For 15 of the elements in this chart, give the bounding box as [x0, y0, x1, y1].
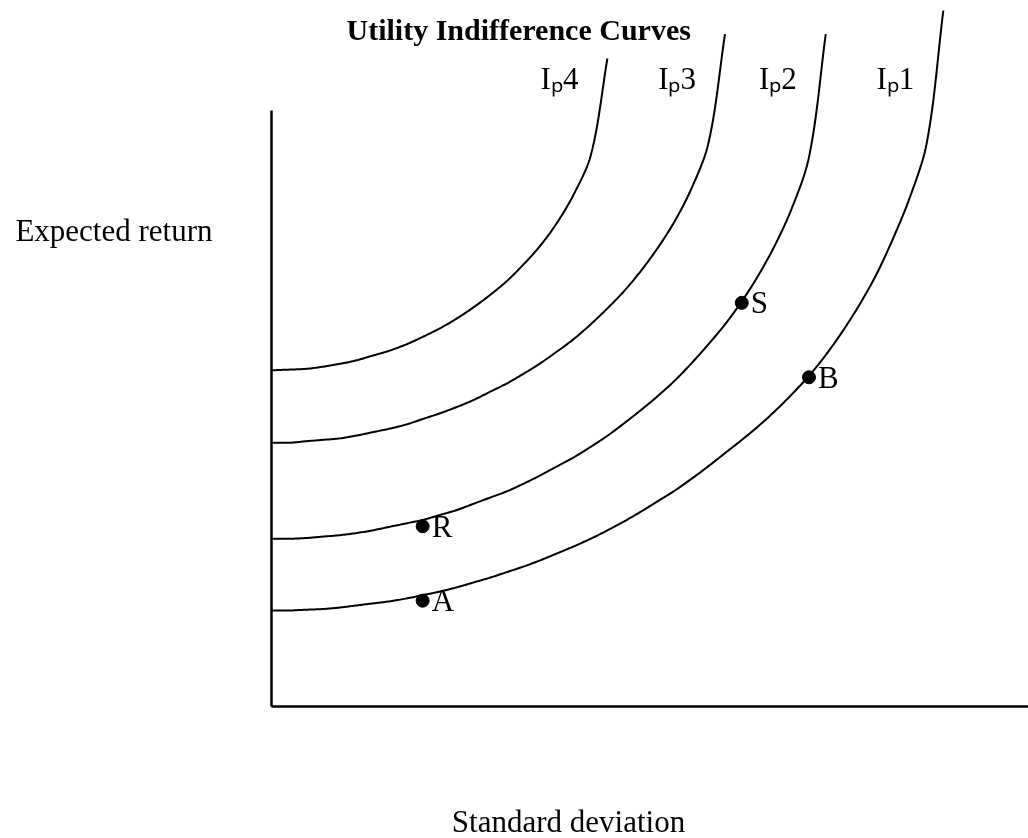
series-label: B — [817, 359, 839, 395]
series-label: S — [750, 285, 769, 321]
y-axis-title: Expected return — [15, 213, 213, 248]
series-label: Iₚ1 — [876, 61, 915, 98]
point — [801, 370, 816, 385]
x-axis-title: Standard deviation — [451, 804, 686, 838]
series-label: Iₚ3 — [658, 61, 696, 98]
series-label: A — [431, 583, 455, 619]
point — [415, 593, 430, 608]
series-label: Iₚ2 — [758, 61, 797, 98]
point — [734, 295, 749, 310]
series-label: Iₚ4 — [540, 61, 579, 98]
series-label: R — [431, 508, 453, 544]
chart-title: Utility Indifference Curves — [346, 13, 691, 46]
point — [415, 519, 430, 534]
